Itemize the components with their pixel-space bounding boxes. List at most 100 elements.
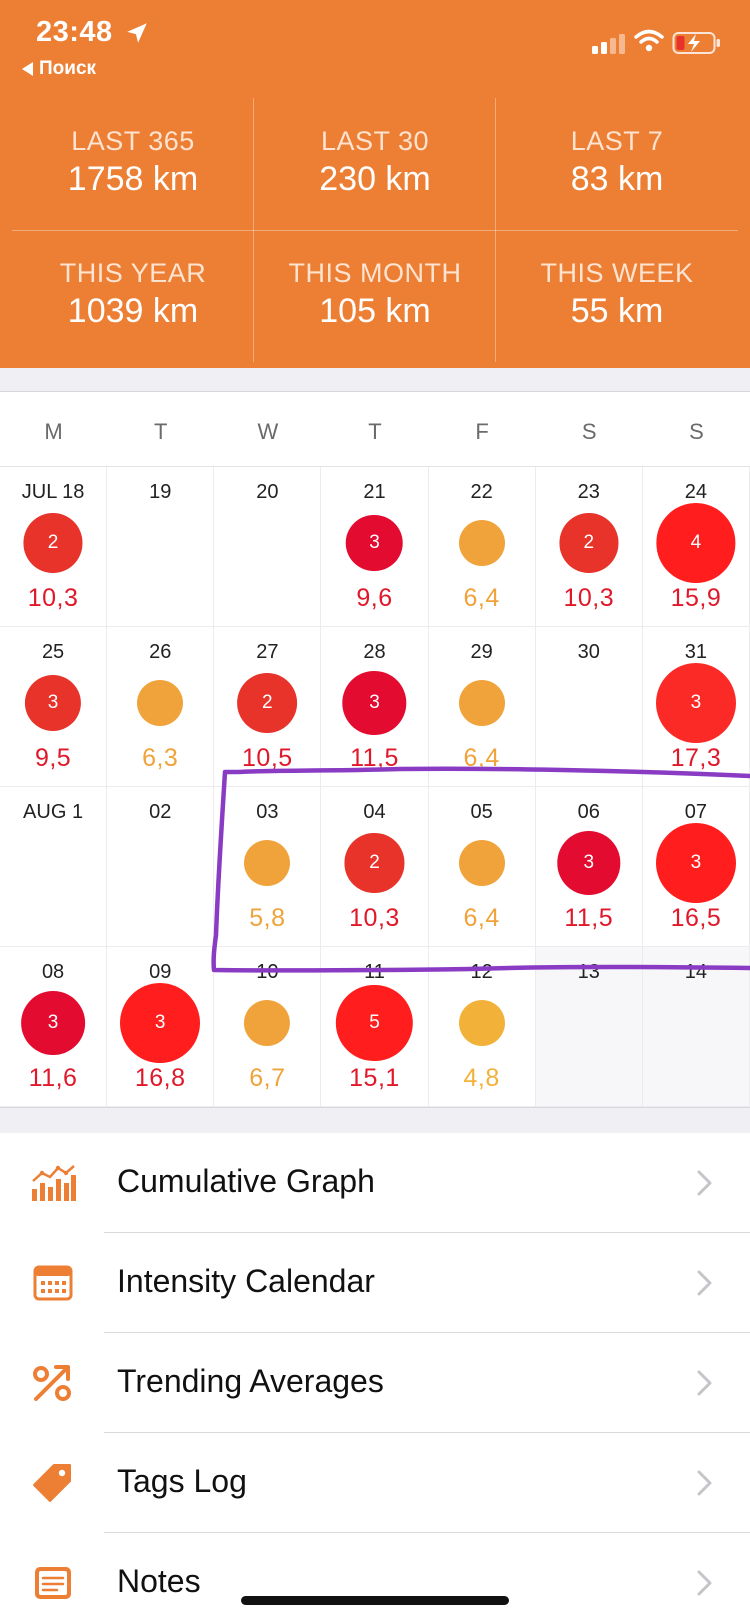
stat-cell[interactable]: LAST 365 1758 km bbox=[12, 98, 254, 230]
day-distance: 10,3 bbox=[563, 584, 615, 612]
day-distance: 11,6 bbox=[28, 1064, 78, 1092]
intensity-bubble: 3 bbox=[655, 663, 736, 743]
cellular-signal-icon bbox=[592, 34, 625, 54]
calendar-day[interactable]: 20 bbox=[214, 467, 322, 627]
menu-label: Trending Averages bbox=[117, 1363, 384, 1399]
day-number: 24 bbox=[684, 481, 708, 503]
weekday-label: M bbox=[44, 419, 63, 444]
stat-label: LAST 7 bbox=[570, 126, 664, 156]
chevron-right-icon bbox=[697, 1170, 712, 1196]
calendar-day[interactable]: 24 4 15,9 bbox=[642, 467, 750, 627]
day-distance: 10,5 bbox=[242, 744, 293, 772]
calendar-day[interactable]: 22 6,4 bbox=[428, 467, 536, 627]
menu-item-notes[interactable]: Notes bbox=[0, 1533, 750, 1624]
menu-item-tags-log[interactable]: Tags Log bbox=[0, 1433, 750, 1533]
calendar-day[interactable]: 19 bbox=[107, 467, 215, 627]
cumulative-graph-icon bbox=[32, 1165, 76, 1201]
calendar-day[interactable]: 31 3 17,3 bbox=[642, 627, 750, 787]
menu-item-intensity-calendar[interactable]: Intensity Calendar bbox=[0, 1233, 750, 1333]
calendar-icon bbox=[33, 1265, 73, 1301]
day-distance: 15,1 bbox=[349, 1064, 400, 1092]
menu-separator bbox=[104, 1232, 750, 1233]
stat-value: 1758 km bbox=[67, 160, 199, 198]
calendar-day[interactable]: 26 6,3 bbox=[107, 627, 215, 787]
menu-item-cumulative-graph[interactable]: Cumulative Graph bbox=[0, 1133, 750, 1233]
stat-cell[interactable]: LAST 7 83 km bbox=[496, 98, 738, 230]
menu-label: Tags Log bbox=[117, 1463, 247, 1499]
calendar-day[interactable]: 06 3 11,5 bbox=[535, 787, 643, 947]
calendar-day[interactable]: 30 bbox=[535, 627, 643, 787]
intensity-bubble: 2 bbox=[559, 513, 619, 573]
stats-header: 23:48 Поиск LAST 365 1758 km LAST 30 230 km… bbox=[0, 0, 750, 368]
calendar-day[interactable]: AUG 1 bbox=[0, 787, 108, 947]
menu-separator bbox=[104, 1332, 750, 1333]
day-distance: 5,8 bbox=[249, 904, 286, 932]
calendar-day[interactable]: 12 4,8 bbox=[428, 947, 536, 1107]
day-number: 04 bbox=[363, 801, 386, 823]
calendar-day[interactable]: 03 5,8 bbox=[214, 787, 322, 947]
stat-label: LAST 30 bbox=[320, 126, 430, 156]
calendar-day[interactable]: 07 3 16,5 bbox=[642, 787, 750, 947]
calendar-day[interactable]: 05 6,4 bbox=[428, 787, 536, 947]
day-distance: 10,3 bbox=[349, 904, 400, 932]
calendar-day[interactable]: 08 3 11,6 bbox=[0, 947, 108, 1107]
intensity-bubble: 3 bbox=[21, 991, 85, 1055]
menu-item-trending-averages[interactable]: Trending Averages bbox=[0, 1333, 750, 1433]
day-distance: 10,3 bbox=[27, 584, 79, 612]
calendar-day[interactable]: 13 bbox=[535, 947, 643, 1107]
calendar-day[interactable]: 02 bbox=[107, 787, 215, 947]
day-distance: 9,6 bbox=[356, 584, 393, 612]
day-number: AUG 1 bbox=[23, 801, 84, 823]
day-number: 05 bbox=[470, 801, 493, 823]
calendar-day[interactable]: 27 2 10,5 bbox=[214, 627, 322, 787]
day-number: 23 bbox=[577, 481, 600, 503]
intensity-bubble bbox=[244, 999, 291, 1047]
calendar-day[interactable]: 23 2 10,3 bbox=[535, 467, 643, 627]
reports-menu: Cumulative Graph Intensity Calendar Tren… bbox=[0, 1133, 750, 1624]
section-spacer bbox=[0, 1107, 750, 1133]
stat-cell[interactable]: THIS YEAR 1039 km bbox=[12, 230, 254, 362]
percent-trend-icon bbox=[33, 1365, 71, 1401]
calendar-day[interactable]: 09 3 16,8 bbox=[107, 947, 215, 1107]
calendar-day[interactable]: JUL 18 2 10,3 bbox=[0, 467, 108, 627]
chevron-right-icon bbox=[697, 1470, 712, 1496]
stat-cell[interactable]: LAST 30 230 km bbox=[254, 98, 496, 230]
tag-icon bbox=[33, 1464, 71, 1502]
calendar-day[interactable]: 04 2 10,3 bbox=[321, 787, 429, 947]
day-distance: 6,4 bbox=[463, 904, 500, 932]
home-indicator[interactable] bbox=[241, 1596, 509, 1605]
intensity-bubble: 3 bbox=[655, 823, 736, 903]
weekday-label: T bbox=[153, 419, 168, 444]
stat-label: THIS WEEK bbox=[540, 258, 694, 288]
intensity-bubble bbox=[458, 680, 505, 726]
day-distance: 11,5 bbox=[350, 744, 399, 772]
day-distance: 11,5 bbox=[564, 904, 614, 932]
intensity-bubble bbox=[458, 840, 505, 886]
day-distance: 16,5 bbox=[670, 904, 722, 932]
stat-cell[interactable]: THIS WEEK 55 km bbox=[496, 230, 738, 362]
back-triangle-icon bbox=[22, 62, 33, 76]
activity-calendar: JUL 18 2 10,3 19 20 21 3 9,6 22 6,4 23 2 10,3 24 4 15,9… bbox=[0, 467, 750, 1107]
calendar-day[interactable]: 28 3 11,5 bbox=[321, 627, 429, 787]
day-number: 14 bbox=[684, 961, 708, 983]
menu-label: Notes bbox=[117, 1563, 201, 1599]
stat-value: 230 km bbox=[319, 160, 431, 198]
day-distance: 6,4 bbox=[463, 584, 500, 612]
day-number: 22 bbox=[470, 481, 493, 503]
calendar-day[interactable]: 10 6,7 bbox=[214, 947, 322, 1107]
calendar-day[interactable]: 14 bbox=[642, 947, 750, 1107]
distance-summary: LAST 365 1758 km LAST 30 230 km LAST 7 83 km T… bbox=[12, 98, 738, 362]
back-link-label: Поиск bbox=[39, 58, 97, 79]
chevron-right-icon bbox=[697, 1570, 712, 1596]
calendar-day[interactable]: 21 3 9,6 bbox=[321, 467, 429, 627]
calendar-day[interactable]: 11 5 15,1 bbox=[321, 947, 429, 1107]
day-number: 07 bbox=[684, 801, 708, 823]
back-to-search-link[interactable]: Поиск bbox=[22, 58, 96, 80]
stat-value: 105 km bbox=[319, 292, 431, 330]
calendar-day[interactable]: 25 3 9,5 bbox=[0, 627, 108, 787]
day-number: 11 bbox=[364, 961, 385, 983]
calendar-day[interactable]: 29 6,4 bbox=[428, 627, 536, 787]
day-number: 13 bbox=[577, 961, 600, 983]
stat-cell[interactable]: THIS MONTH 105 km bbox=[254, 230, 496, 362]
day-number: 06 bbox=[577, 801, 600, 823]
